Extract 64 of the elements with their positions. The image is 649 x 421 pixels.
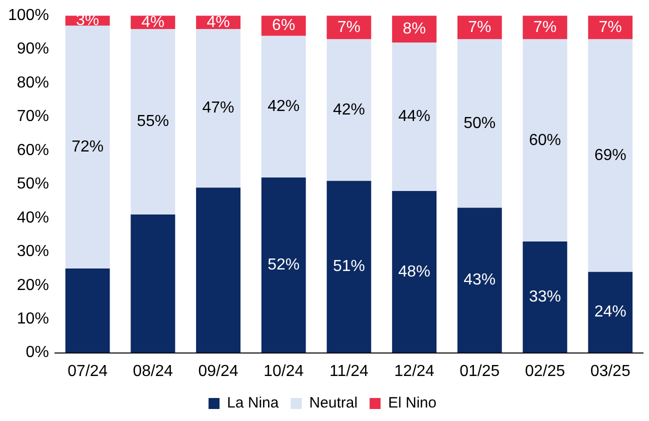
bar	[261, 177, 306, 353]
bar	[588, 39, 633, 272]
x-tick-label: 11/24	[330, 362, 368, 380]
bar	[65, 268, 110, 353]
bar	[130, 214, 176, 353]
x-tick-label: 09/24	[198, 362, 238, 380]
y-tick-label: 20%	[16, 276, 49, 294]
x-tick-label: 03/25	[590, 362, 630, 380]
data-label: 42%	[268, 98, 300, 116]
y-tick-label: 60%	[16, 142, 49, 159]
legend-label: Neutral	[309, 394, 358, 412]
bar	[196, 29, 240, 188]
data-label: 7%	[533, 18, 557, 36]
bar	[457, 208, 502, 353]
data-label: 72%	[72, 138, 104, 156]
x-tick-label: 12/24	[394, 362, 434, 380]
bar	[196, 188, 240, 353]
data-label: 47%	[202, 100, 234, 117]
data-label: 33%	[528, 288, 562, 306]
data-label: 8%	[402, 20, 426, 38]
data-label: 60%	[528, 132, 562, 149]
x-tick-label: 02/25	[524, 362, 566, 380]
bar	[522, 39, 568, 242]
bar	[326, 39, 372, 181]
data-label: 24%	[594, 304, 626, 321]
data-label: 4%	[141, 14, 164, 31]
data-label: 7%	[468, 18, 492, 36]
bar	[65, 26, 110, 268]
bar	[588, 272, 633, 353]
data-label: 69%	[594, 146, 626, 164]
bar	[326, 180, 372, 353]
y-tick-label: 90%	[16, 40, 49, 58]
data-label: 52%	[268, 256, 300, 274]
data-label: 55%	[136, 113, 169, 130]
bar	[261, 36, 306, 178]
data-label: 48%	[398, 263, 430, 280]
bar	[392, 42, 437, 191]
bar	[522, 242, 568, 353]
y-tick-label: 40%	[16, 209, 49, 226]
data-label: 42%	[332, 101, 365, 118]
data-label: 43%	[464, 272, 496, 289]
data-label: 7%	[598, 18, 622, 36]
y-tick-label: 10%	[16, 310, 49, 328]
y-tick-label: 80%	[16, 74, 49, 92]
data-label: 50%	[464, 114, 496, 132]
bar	[392, 190, 437, 353]
x-tick-label: 01/25	[460, 362, 500, 380]
y-tick-label: 70%	[16, 108, 49, 126]
y-tick-label: 50%	[16, 176, 49, 193]
legend-label: La Nina	[227, 394, 280, 412]
x-tick-label: 08/24	[132, 362, 174, 380]
x-tick-label: 07/24	[68, 362, 108, 380]
data-label: 6%	[272, 17, 296, 34]
data-label: 44%	[398, 108, 430, 126]
legend-label: El Nino	[388, 394, 436, 412]
bar	[457, 39, 502, 208]
bar	[130, 29, 176, 215]
data-label: 7%	[337, 18, 361, 36]
y-tick-label: 30%	[16, 243, 49, 260]
x-tick-label: 10/24	[264, 362, 304, 380]
y-tick-label: 100%	[8, 7, 49, 24]
data-label: 51%	[332, 258, 365, 276]
data-label: 4%	[206, 14, 230, 31]
y-tick-label: 0%	[26, 344, 49, 362]
